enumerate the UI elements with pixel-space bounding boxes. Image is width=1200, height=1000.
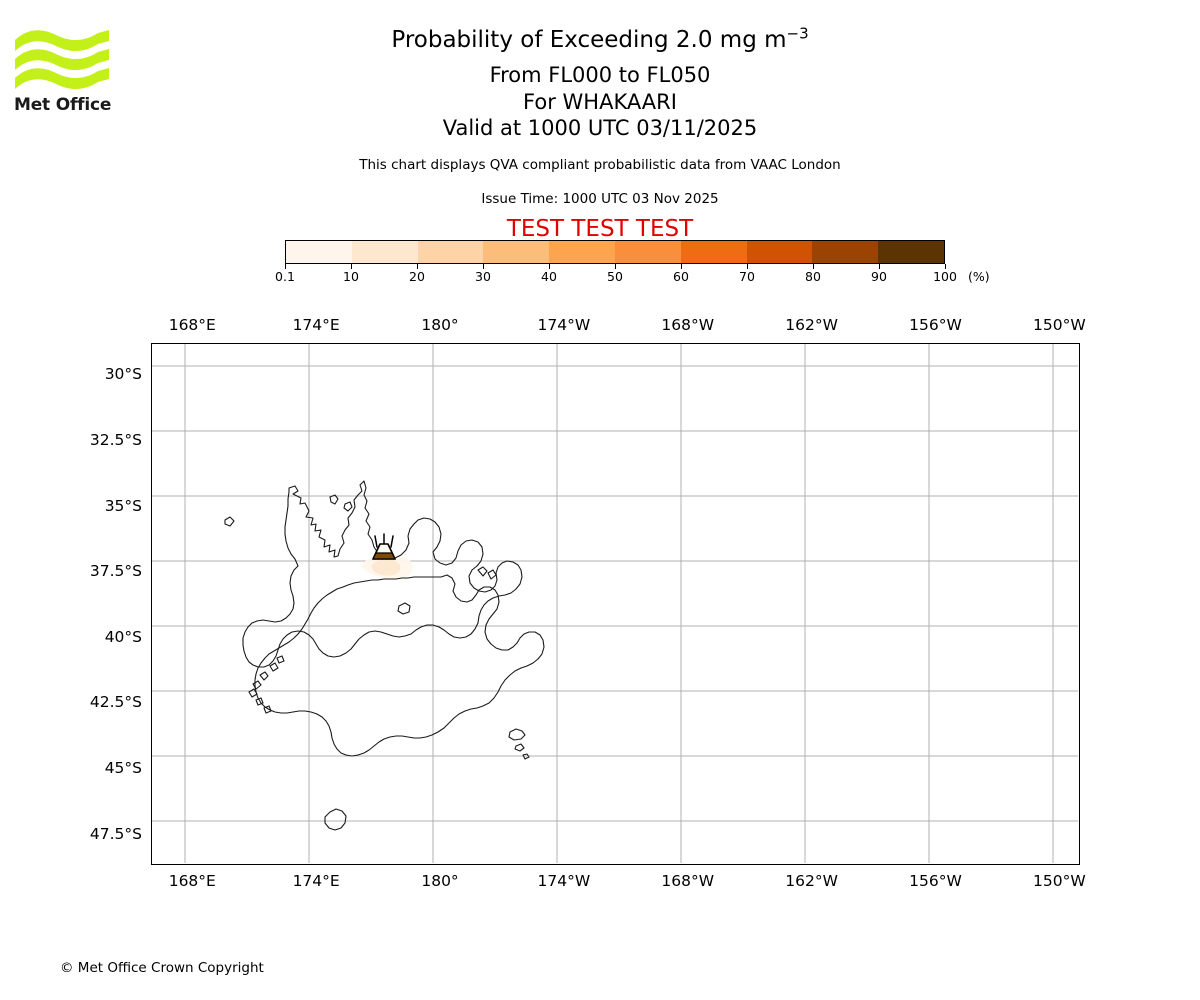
lat-tick-label: 32.5°S [89, 431, 142, 450]
map-canvas [152, 344, 1078, 863]
colorbar-tick-label: 0.1 [275, 269, 295, 284]
lat-tick-label: 40°S [104, 627, 142, 646]
lon-tick-label-bottom: 174°E [292, 872, 340, 890]
colorbar-tick-axis: 0.1 10 20 30 40 50 60 70 80 90 100 [275, 264, 957, 284]
colorbar-swatch-2 [417, 241, 484, 263]
met-office-logo: Met Office [14, 26, 124, 118]
lon-tick-label-bottom: 180° [421, 872, 459, 890]
met-office-logo-text: Met Office [14, 95, 112, 115]
colorbar-tick [285, 264, 286, 269]
colorbar-tick-label: 20 [409, 269, 425, 284]
colorbar-tick [945, 264, 946, 269]
colorbar-tick [549, 264, 550, 269]
colorbar-swatch-7 [746, 241, 813, 263]
lat-tick-label: 30°S [104, 365, 142, 384]
lat-tick-label: 47.5°S [89, 824, 142, 843]
colorbar-tick-label: 60 [673, 269, 689, 284]
lon-tick-label-bottom: 174°W [537, 872, 591, 890]
page-title: Probability of Exceeding 2.0 mg m−3 [0, 26, 1200, 54]
met-office-waves-icon [15, 30, 109, 90]
lon-tick-label-top: 180° [421, 316, 459, 334]
page-title-text: Probability of Exceeding 2.0 mg m [391, 27, 787, 53]
colorbar-tick-label: 80 [805, 269, 821, 284]
colorbar-swatch-5 [614, 241, 681, 263]
lat-tick-label: 45°S [104, 758, 142, 777]
lon-tick-label-top: 168°E [168, 316, 216, 334]
colorbar-tick-label: 10 [343, 269, 359, 284]
colorbar-tick [681, 264, 682, 269]
lon-tick-label-bottom: 150°W [1033, 872, 1086, 890]
copyright-notice: © Met Office Crown Copyright [60, 960, 264, 976]
title-valid-time: Valid at 1000 UTC 03/11/2025 [442, 116, 758, 140]
colorbar-swatch-6 [680, 241, 747, 263]
coastlines [224, 480, 545, 831]
map-gridlines [152, 344, 1078, 863]
colorbar-tick [813, 264, 814, 269]
colorbar-swatch-0 [286, 241, 352, 263]
colorbar-tick [351, 264, 352, 269]
colorbar-swatch-1 [351, 241, 418, 263]
colorbar-swatch-4 [549, 241, 615, 263]
lon-tick-label-top: 150°W [1033, 316, 1086, 334]
test-banner: TEST TEST TEST [506, 216, 694, 242]
colorbar-swatch-3 [483, 241, 550, 263]
colorbar-tick-label: 30 [475, 269, 491, 284]
lat-tick-label: 35°S [104, 496, 142, 515]
lon-tick-label-bottom: 156°W [909, 872, 962, 890]
map-plot-area[interactable] [151, 343, 1080, 865]
lon-tick-label-top: 168°W [661, 316, 715, 334]
colorbar-tick [747, 264, 748, 269]
colorbar-tick-label: 90 [871, 269, 887, 284]
lon-tick-label-bottom: 168°E [168, 872, 216, 890]
colorbar-tick-label: 100 [933, 269, 957, 284]
colorbar-tick [483, 264, 484, 269]
colorbar-tick [615, 264, 616, 269]
page-title-exponent: −3 [786, 24, 809, 43]
colorbar-swatch-9 [878, 241, 944, 263]
colorbar [285, 240, 945, 264]
lon-tick-label-top: 174°W [537, 316, 591, 334]
colorbar-tick [417, 264, 418, 269]
colorbar-units-label: (%) [968, 269, 990, 284]
lat-tick-label: 42.5°S [89, 693, 142, 712]
colorbar-tick-label: 50 [607, 269, 623, 284]
lon-tick-label-top: 174°E [292, 316, 340, 334]
qva-note: This chart displays QVA compliant probab… [359, 157, 841, 173]
lon-tick-label-bottom: 168°W [661, 872, 715, 890]
colorbar-tick-label: 70 [739, 269, 755, 284]
colorbar-tick-label: 40 [541, 269, 557, 284]
title-volcano-name: For WHAKAARI [523, 90, 677, 114]
lon-tick-label-top: 162°W [785, 316, 838, 334]
title-flight-levels: From FL000 to FL050 [489, 63, 711, 87]
colorbar-tick [879, 264, 880, 269]
lon-tick-label-top: 156°W [909, 316, 962, 334]
issue-time: Issue Time: 1000 UTC 03 Nov 2025 [481, 191, 719, 207]
volcano-marker-whakaari[interactable] [372, 533, 396, 560]
colorbar-swatch-8 [812, 241, 879, 263]
lon-tick-label-bottom: 162°W [785, 872, 838, 890]
lat-tick-label: 37.5°S [89, 562, 142, 581]
colorbar-gradient [285, 240, 945, 264]
ash-probability-contours [362, 555, 413, 579]
